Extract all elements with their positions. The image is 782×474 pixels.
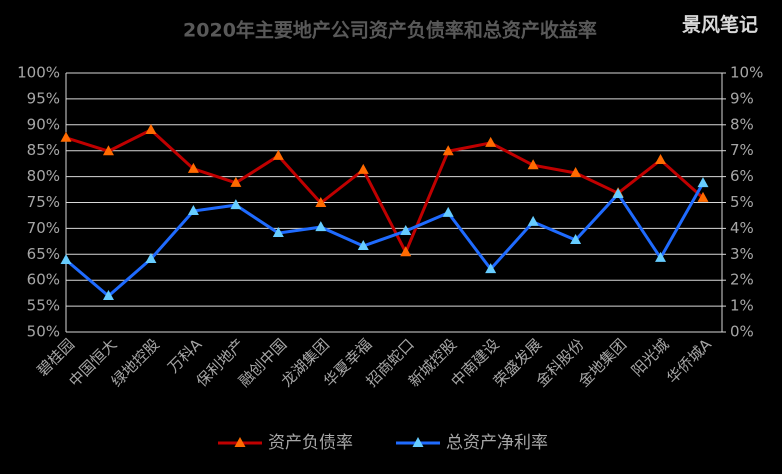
point-marker	[315, 197, 327, 208]
point-marker	[400, 246, 412, 257]
y2-tick-label: 0%	[730, 323, 754, 341]
point-marker	[230, 176, 242, 187]
point-marker	[145, 123, 157, 134]
legend-label: 资产负债率	[268, 433, 353, 453]
point-marker	[187, 205, 199, 216]
point-marker	[655, 154, 667, 165]
point-marker	[612, 187, 624, 198]
watermark: 景风笔记	[682, 13, 758, 36]
point-marker	[655, 251, 667, 262]
legend-marker	[412, 437, 424, 447]
point-marker	[272, 227, 284, 238]
x-tick-label: 华侨城A	[663, 335, 715, 387]
y-tick-label: 75%	[27, 193, 60, 211]
chart-title: 2020年主要地产公司资产负债率和总资产收益率	[183, 19, 597, 42]
point-marker	[527, 159, 539, 170]
point-marker	[272, 149, 284, 160]
point-marker	[442, 206, 454, 217]
y-tick-label: 70%	[27, 219, 60, 237]
y-tick-label: 80%	[27, 167, 60, 185]
legend-marker	[234, 437, 246, 447]
point-marker	[697, 191, 709, 202]
x-tick-label: 金地集团	[575, 335, 630, 390]
y2-tick-label: 7%	[730, 141, 754, 159]
legend-label: 总资产净利率	[446, 433, 548, 453]
y-tick-label: 90%	[27, 115, 60, 133]
y-tick-label: 85%	[27, 141, 60, 159]
y-tick-label: 100%	[17, 64, 60, 82]
y2-tick-label: 5%	[730, 193, 754, 211]
point-marker	[102, 145, 114, 156]
point-marker	[357, 163, 369, 174]
x-tick-label: 绿地控股	[108, 335, 163, 390]
point-marker	[315, 221, 327, 232]
y2-tick-label: 4%	[730, 219, 754, 237]
point-marker	[102, 289, 114, 300]
point-marker	[145, 252, 157, 263]
y-tick-label: 65%	[27, 245, 60, 263]
y2-tick-label: 6%	[730, 167, 754, 185]
point-marker	[187, 162, 199, 173]
point-marker	[357, 240, 369, 251]
y2-tick-label: 3%	[730, 245, 754, 263]
point-marker	[570, 166, 582, 177]
y-tick-label: 55%	[27, 297, 60, 315]
y-tick-label: 60%	[27, 271, 60, 289]
y2-tick-label: 2%	[730, 271, 754, 289]
y2-tick-label: 1%	[730, 297, 754, 315]
point-marker	[485, 263, 497, 274]
point-marker	[570, 234, 582, 245]
y2-tick-label: 10%	[730, 64, 763, 82]
point-marker	[485, 136, 497, 147]
series-line	[65, 128, 704, 256]
point-marker	[400, 224, 412, 235]
point-marker	[60, 131, 72, 142]
y-tick-label: 50%	[27, 323, 60, 341]
point-marker	[527, 215, 539, 226]
y2-tick-label: 9%	[730, 89, 754, 107]
point-marker	[442, 145, 454, 156]
point-marker	[697, 177, 709, 188]
point-marker	[230, 199, 242, 210]
series-line	[65, 182, 705, 298]
point-marker	[60, 253, 72, 264]
y2-tick-label: 8%	[730, 115, 754, 133]
y-tick-label: 95%	[27, 89, 60, 107]
